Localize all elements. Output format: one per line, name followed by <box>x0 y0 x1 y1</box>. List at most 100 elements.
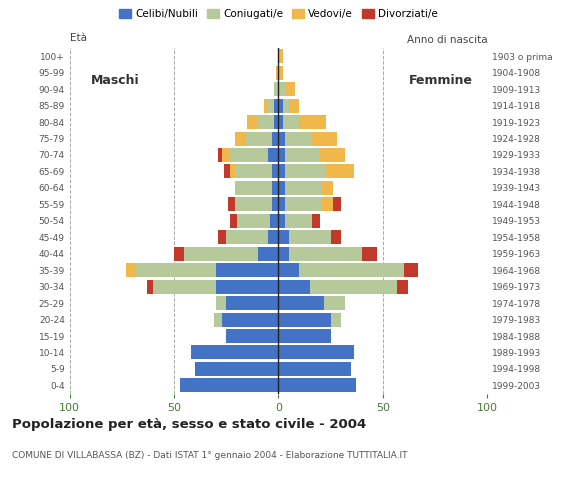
Legend: Celibi/Nubili, Coniugati/e, Vedovi/e, Divorziati/e: Celibi/Nubili, Coniugati/e, Vedovi/e, Di… <box>115 5 442 24</box>
Bar <box>224 165 230 179</box>
Bar <box>226 329 278 343</box>
Bar <box>278 280 310 294</box>
Text: COMUNE DI VILLABASSA (BZ) - Dati ISTAT 1° gennaio 2004 - Elaborazione TUTTITALIA: COMUNE DI VILLABASSA (BZ) - Dati ISTAT 1… <box>12 451 407 460</box>
Bar <box>285 181 322 195</box>
Bar <box>278 98 282 113</box>
Bar <box>276 66 278 80</box>
Bar <box>218 230 226 244</box>
Bar <box>397 280 408 294</box>
Bar <box>272 181 278 195</box>
Bar <box>191 346 278 360</box>
Bar <box>272 165 278 179</box>
Text: Maschi: Maschi <box>91 74 140 87</box>
Bar <box>278 312 331 326</box>
Bar <box>226 296 278 310</box>
Bar <box>285 197 322 211</box>
Bar <box>184 247 258 261</box>
Bar <box>320 148 345 162</box>
Bar <box>226 230 268 244</box>
Bar <box>278 329 331 343</box>
Bar <box>285 214 312 228</box>
Bar <box>322 197 333 211</box>
Bar <box>258 115 274 129</box>
Bar <box>278 378 356 392</box>
Bar <box>213 312 222 326</box>
Bar <box>247 115 258 129</box>
Text: Anno di nascita: Anno di nascita <box>407 35 487 45</box>
Bar <box>404 263 418 277</box>
Bar <box>268 230 278 244</box>
Bar <box>278 181 285 195</box>
Bar <box>218 148 222 162</box>
Bar <box>282 98 289 113</box>
Bar <box>278 165 285 179</box>
Bar <box>126 263 136 277</box>
Text: Popolazione per età, sesso e stato civile - 2004: Popolazione per età, sesso e stato civil… <box>12 418 366 431</box>
Text: Età: Età <box>70 33 86 43</box>
Bar <box>322 181 333 195</box>
Bar <box>216 296 226 310</box>
Bar <box>278 214 285 228</box>
Bar <box>274 82 278 96</box>
Bar <box>234 197 272 211</box>
Bar <box>327 165 354 179</box>
Bar <box>230 148 268 162</box>
Bar <box>258 247 278 261</box>
Bar <box>278 296 324 310</box>
Bar <box>229 197 234 211</box>
Bar <box>136 263 216 277</box>
Bar <box>234 181 272 195</box>
Bar <box>362 247 376 261</box>
Bar <box>312 132 337 145</box>
Bar <box>216 280 278 294</box>
Bar <box>264 98 268 113</box>
Bar <box>278 362 351 376</box>
Bar <box>153 280 216 294</box>
Bar <box>268 98 274 113</box>
Bar <box>285 82 295 96</box>
Bar <box>216 263 278 277</box>
Bar <box>278 49 282 63</box>
Bar <box>268 148 278 162</box>
Bar <box>237 214 270 228</box>
Bar <box>289 230 331 244</box>
Bar <box>180 378 278 392</box>
Bar <box>278 197 285 211</box>
Bar <box>285 132 312 145</box>
Bar <box>222 312 278 326</box>
Bar <box>278 66 282 80</box>
Bar <box>270 214 278 228</box>
Bar <box>147 280 153 294</box>
Bar <box>230 165 234 179</box>
Bar <box>333 197 341 211</box>
Bar <box>312 214 320 228</box>
Bar <box>278 263 299 277</box>
Bar <box>289 247 362 261</box>
Bar <box>222 148 230 162</box>
Bar <box>289 98 299 113</box>
Bar <box>310 280 397 294</box>
Bar <box>274 115 278 129</box>
Bar <box>278 82 285 96</box>
Bar <box>272 132 278 145</box>
Bar <box>324 296 345 310</box>
Bar <box>274 98 278 113</box>
Bar <box>278 230 289 244</box>
Bar <box>278 132 285 145</box>
Bar <box>234 132 245 145</box>
Bar <box>285 165 327 179</box>
Bar <box>174 247 184 261</box>
Bar <box>331 230 341 244</box>
Bar <box>278 346 354 360</box>
Bar <box>299 263 404 277</box>
Bar <box>299 115 327 129</box>
Bar <box>195 362 278 376</box>
Bar <box>278 247 289 261</box>
Bar <box>278 148 285 162</box>
Bar <box>285 148 320 162</box>
Bar <box>230 214 237 228</box>
Bar <box>245 132 272 145</box>
Bar <box>331 312 341 326</box>
Text: Femmine: Femmine <box>409 74 473 87</box>
Bar <box>282 115 299 129</box>
